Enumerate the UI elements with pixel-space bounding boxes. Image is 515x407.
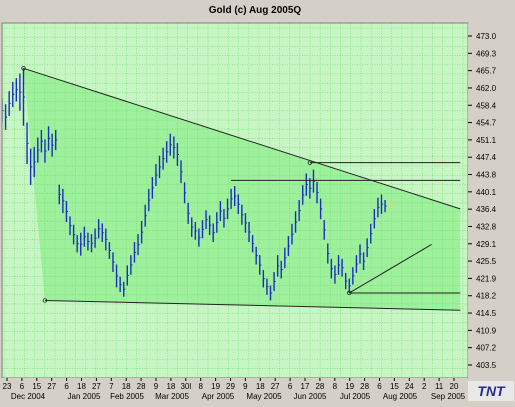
x-day-label: 15 [390,382,399,391]
x-day-label: 19 [345,382,354,391]
x-month-label: May 2005 [246,392,282,401]
x-month-label: Mar 2005 [155,392,189,401]
trend-line [349,243,432,294]
x-day-label: 8 [198,382,203,391]
x-day-label: 7 [109,382,114,391]
x-month-label: Jun 2005 [294,392,327,401]
x-day-label: 18 [256,382,265,391]
x-month-label: Feb 2005 [110,392,144,401]
y-tick-label: 454.7 [476,119,497,128]
x-day-label: 11 [435,382,444,391]
x-day-label: 9 [154,382,159,391]
pivot-marker [42,298,48,303]
trend-line [23,67,461,210]
watermark: TNT [468,381,514,401]
y-tick-label: 462.0 [476,84,497,93]
y-tick-label: 469.3 [476,49,497,58]
price-bars [2,68,387,301]
tnt-logo: TNT [477,383,506,399]
y-tick-label: 414.5 [476,309,497,318]
x-day-label: 6 [288,382,293,391]
trend-lines [21,66,461,311]
x-day-label: 27 [271,382,280,391]
x-day-label: 24 [405,382,414,391]
x-day-label: 6 [64,382,69,391]
x-day-label: 9 [243,382,248,391]
pivot-marker [307,160,313,165]
x-day-label: 28 [137,382,146,391]
x-day-label: 2 [422,382,427,391]
y-tick-label: 410.9 [476,326,497,335]
x-day-label: 28 [315,382,324,391]
x-day-label: 30l [180,382,191,391]
y-tick-label: 432.8 [476,222,497,231]
x-day-label: 27 [92,382,101,391]
x-day-label: 8 [333,382,338,391]
x-month-label: Jan 2005 [68,392,101,401]
x-day-label: 29 [226,382,235,391]
x-axis-panel [0,378,468,402]
y-tick-label: 407.2 [476,344,497,353]
y-tick-label: 458.4 [476,101,497,110]
x-day-label: 27 [47,382,56,391]
y-tick-label: 451.1 [476,136,497,145]
plot-area [1,22,469,379]
triangle-fill [23,68,461,311]
x-month-label: Aug 2005 [383,392,418,401]
y-tick-label: 473.0 [476,32,497,41]
trend-line [44,299,461,311]
x-axis: 23 6 15 27 6 18 27 7 18 28 9 18 30l 8 19 29 9 18 27 6 17 28 8 1… [0,378,468,402]
x-month-label: Sep 2005 [431,392,466,401]
y-tick-label: 429.1 [476,240,497,249]
y-tick-label: 418.2 [476,292,497,301]
y-axis-panel [468,23,515,378]
y-tick-label: 443.8 [476,171,497,180]
pivot-marker [347,290,352,296]
x-day-label: 17 [301,382,310,391]
y-tick-label: 403.5 [476,361,497,370]
x-day-label: 18 [77,382,86,391]
y-tick-label: 447.4 [476,153,497,162]
y-tick-label: 425.5 [476,257,497,266]
x-day-label: 15 [32,382,41,391]
x-day-label: 6 [20,382,25,391]
x-day-label: 18 [122,382,131,391]
y-tick-label: 436.4 [476,205,497,214]
x-month-label: Apr 2005 [202,392,235,401]
x-month-label: Jul 2005 [340,392,371,401]
x-day-label: 23 [3,382,12,391]
y-tick-label: 465.7 [476,67,497,76]
x-day-label: 28 [360,382,369,391]
x-day-label: 6 [377,382,382,391]
y-tick-label: 421.9 [476,274,497,283]
y-axis: 473.0 469.3 465.7 462.0 458.4 454.7 451.1 447.4… [468,23,515,378]
x-day-label: 20 [450,382,459,391]
pivot-marker [21,66,26,71]
x-month-label: Dec 2004 [11,392,46,401]
x-day-label: 18 [166,382,175,391]
y-tick-label: 440.1 [476,188,497,197]
x-day-label: 19 [211,382,220,391]
chart-title: Gold (c) Aug 2005Q [209,5,302,16]
